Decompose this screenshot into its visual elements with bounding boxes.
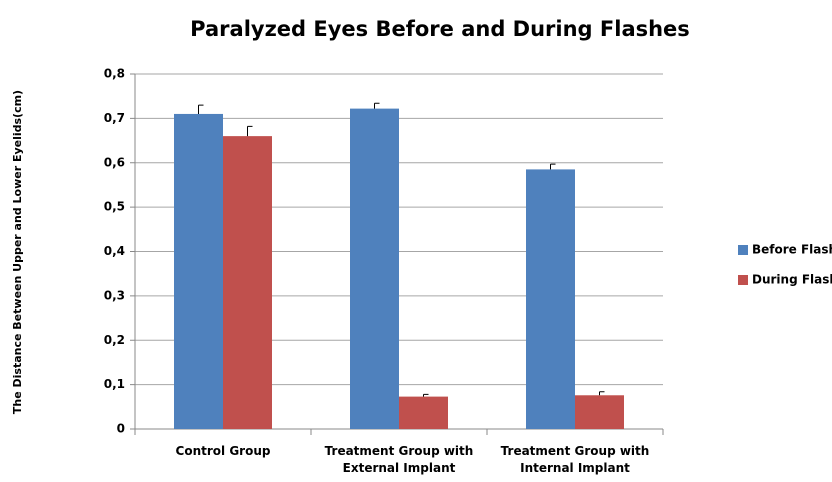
y-tick-label: 0,4	[104, 244, 125, 258]
legend-swatch	[738, 275, 748, 285]
bar	[174, 113, 223, 429]
legend-label: Before Flash	[752, 243, 832, 257]
legend-label: During Flash	[752, 273, 832, 287]
y-tick-label: 0,8	[104, 67, 125, 81]
y-tick-label: 0,1	[104, 377, 125, 391]
bar	[350, 108, 399, 430]
y-tick-label: 0,3	[104, 288, 125, 302]
x-tick-label: Control Group	[175, 444, 271, 458]
bar	[223, 136, 272, 429]
error-bar	[247, 125, 253, 137]
y-tick-label: 0,2	[104, 333, 125, 347]
y-tick-label: 0,6	[104, 155, 125, 169]
error-bar	[374, 102, 380, 109]
legend-swatch	[738, 245, 748, 255]
x-tick-label: Treatment Group with External Implant	[324, 444, 474, 475]
chart-title: Paralyzed Eyes Before and During Flashes	[190, 17, 690, 41]
bar	[399, 396, 448, 429]
y-tick-label: 0,5	[104, 200, 125, 214]
error-bar	[198, 104, 204, 114]
error-bar	[599, 391, 605, 396]
y-tick-label: 0,7	[104, 111, 125, 125]
bar	[575, 395, 624, 429]
x-tick-label: Treatment Group with Internal Implant	[500, 444, 650, 475]
y-axis-label: The Distance Between Upper and Lower Eye…	[11, 90, 24, 414]
y-tick-label: 0	[117, 422, 125, 436]
error-bar	[550, 163, 556, 170]
bar	[526, 169, 575, 429]
error-bar	[423, 393, 429, 397]
